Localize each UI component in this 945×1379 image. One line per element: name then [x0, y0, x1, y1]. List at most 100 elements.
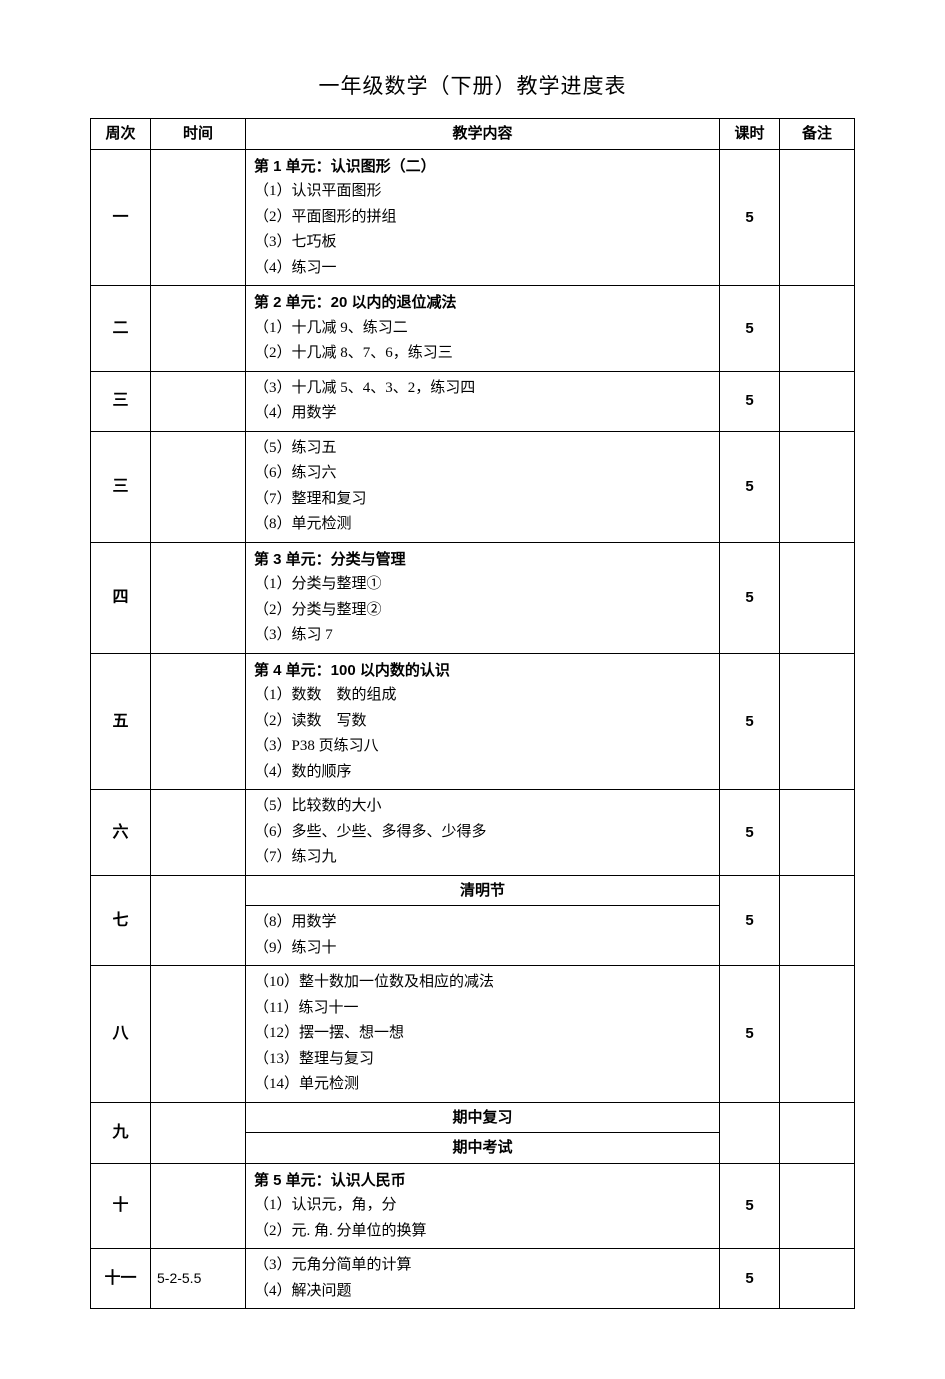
hours-cell: 5: [720, 371, 780, 431]
table-header-row: 周次 时间 教学内容 课时 备注: [91, 119, 855, 150]
notes-cell: [780, 966, 855, 1103]
time-cell: [151, 653, 246, 790]
content-line: 第 2 单元：20 以内的退位减法: [254, 290, 711, 316]
time-cell: [151, 371, 246, 431]
content-line: （6）多些、少些、多得多、少得多: [254, 820, 711, 846]
table-row: 三（5）练习五（6）练习六（7）整理和复习（8）单元检测5: [91, 431, 855, 542]
content-line: （2）读数 写数: [254, 709, 711, 735]
content-line: 第 1 单元：认识图形（二）: [254, 154, 711, 180]
content-cell: 第 4 单元：100 以内数的认识（1）数数 数的组成（2）读数 写数（3）P3…: [246, 653, 720, 790]
hours-cell: 5: [720, 1163, 780, 1249]
notes-cell: [780, 1102, 855, 1163]
week-cell: 三: [91, 371, 151, 431]
content-cell: 第 2 单元：20 以内的退位减法（1）十几减 9、练习二（2）十几减 8、7、…: [246, 286, 720, 372]
content-cell: 第 1 单元：认识图形（二）（1）认识平面图形（2）平面图形的拼组（3）七巧板（…: [246, 149, 720, 286]
content-line: （10）整十数加一位数及相应的减法: [254, 970, 711, 996]
hours-cell: 5: [720, 966, 780, 1103]
table-row: 七清明节5: [91, 875, 855, 906]
week-cell: 十: [91, 1163, 151, 1249]
table-row: 五第 4 单元：100 以内数的认识（1）数数 数的组成（2）读数 写数（3）P…: [91, 653, 855, 790]
week-cell: 一: [91, 149, 151, 286]
content-line: （7）整理和复习: [254, 487, 711, 513]
hours-cell: 5: [720, 431, 780, 542]
content-line: （1）认识元，角，分: [254, 1193, 711, 1219]
notes-cell: [780, 371, 855, 431]
week-cell: 九: [91, 1102, 151, 1163]
content-cell: （10）整十数加一位数及相应的减法（11）练习十一（12）摆一摆、想一想（13）…: [246, 966, 720, 1103]
content-line: （5）练习五: [254, 436, 711, 462]
table-row: 二 第 2 单元：20 以内的退位减法（1）十几减 9、练习二（2）十几减 8、7…: [91, 286, 855, 372]
content-line: （8）用数学: [254, 910, 711, 936]
content-line: （14）单元检测: [254, 1072, 711, 1098]
time-cell: [151, 149, 246, 286]
content-cell: 期中考试: [246, 1133, 720, 1164]
notes-cell: [780, 149, 855, 286]
content-cell: （3）十几减 5、4、3、2，练习四（4）用数学: [246, 371, 720, 431]
content-cell: （3）元角分简单的计算（4）解决问题: [246, 1249, 720, 1309]
content-line: （5）比较数的大小: [254, 794, 711, 820]
week-cell: 十一: [91, 1249, 151, 1309]
notes-cell: [780, 542, 855, 653]
notes-cell: [780, 790, 855, 876]
content-line: （4）数的顺序: [254, 760, 711, 786]
page-title: 一年级数学（下册）教学进度表: [90, 70, 855, 100]
content-cell: 第 3 单元：分类与管理（1）分类与整理①（2）分类与整理②（3）练习 7: [246, 542, 720, 653]
notes-cell: [780, 431, 855, 542]
content-line: （2）元. 角. 分单位的换算: [254, 1219, 711, 1245]
week-cell: 五: [91, 653, 151, 790]
content-line: （9）练习十: [254, 936, 711, 962]
time-cell: [151, 966, 246, 1103]
hours-cell: 5: [720, 149, 780, 286]
table-row: 八 （10）整十数加一位数及相应的减法（11）练习十一（12）摆一摆、想一想（13…: [91, 966, 855, 1103]
content-line: （13）整理与复习: [254, 1047, 711, 1073]
content-line: （1）十几减 9、练习二: [254, 316, 711, 342]
table-body: 一第 1 单元：认识图形（二）（1）认识平面图形（2）平面图形的拼组（3）七巧板…: [91, 149, 855, 1309]
time-cell: [151, 542, 246, 653]
hours-cell: 5: [720, 653, 780, 790]
notes-cell: [780, 653, 855, 790]
week-cell: 二: [91, 286, 151, 372]
content-cell: （8）用数学（9）练习十: [246, 906, 720, 966]
schedule-table: 周次 时间 教学内容 课时 备注 一第 1 单元：认识图形（二）（1）认识平面图…: [90, 118, 855, 1309]
content-line: （11）练习十一: [254, 996, 711, 1022]
table-row: 一第 1 单元：认识图形（二）（1）认识平面图形（2）平面图形的拼组（3）七巧板…: [91, 149, 855, 286]
time-cell: [151, 431, 246, 542]
week-cell: 六: [91, 790, 151, 876]
notes-cell: [780, 875, 855, 966]
notes-cell: [780, 1163, 855, 1249]
content-line: （2）分类与整理②: [254, 598, 711, 624]
time-cell: [151, 1102, 246, 1163]
table-row: 三 （3）十几减 5、4、3、2，练习四（4）用数学5: [91, 371, 855, 431]
week-cell: 八: [91, 966, 151, 1103]
hours-cell: 5: [720, 286, 780, 372]
notes-cell: [780, 286, 855, 372]
content-line: （3）P38 页练习八: [254, 734, 711, 760]
table-row: 十一5-2-5.5（3）元角分简单的计算（4）解决问题5: [91, 1249, 855, 1309]
header-content: 教学内容: [246, 119, 720, 150]
content-line: （6）练习六: [254, 461, 711, 487]
content-line: （3）十几减 5、4、3、2，练习四: [254, 376, 711, 402]
content-line: 第 4 单元：100 以内数的认识: [254, 658, 711, 684]
header-notes: 备注: [780, 119, 855, 150]
table-row: 四第 3 单元：分类与管理（1）分类与整理①（2）分类与整理②（3）练习 75: [91, 542, 855, 653]
content-line: （2）平面图形的拼组: [254, 205, 711, 231]
content-line: （2）十几减 8、7、6，练习三: [254, 341, 711, 367]
content-line: （3）元角分简单的计算: [254, 1253, 711, 1279]
content-line: （1）认识平面图形: [254, 179, 711, 205]
content-line: （12）摆一摆、想一想: [254, 1021, 711, 1047]
hours-cell: 5: [720, 875, 780, 966]
notes-cell: [780, 1249, 855, 1309]
content-line: （7）练习九: [254, 845, 711, 871]
time-cell: [151, 790, 246, 876]
content-cell: （5）练习五（6）练习六（7）整理和复习（8）单元检测: [246, 431, 720, 542]
content-cell: 第 5 单元：认识人民币（1）认识元，角，分（2）元. 角. 分单位的换算: [246, 1163, 720, 1249]
time-cell: [151, 286, 246, 372]
time-cell: 5-2-5.5: [151, 1249, 246, 1309]
content-line: （4）练习一: [254, 256, 711, 282]
time-cell: [151, 1163, 246, 1249]
content-line: （1）数数 数的组成: [254, 683, 711, 709]
hours-cell: 5: [720, 1249, 780, 1309]
hours-cell: 5: [720, 790, 780, 876]
content-line: （3）练习 7: [254, 623, 711, 649]
header-time: 时间: [151, 119, 246, 150]
